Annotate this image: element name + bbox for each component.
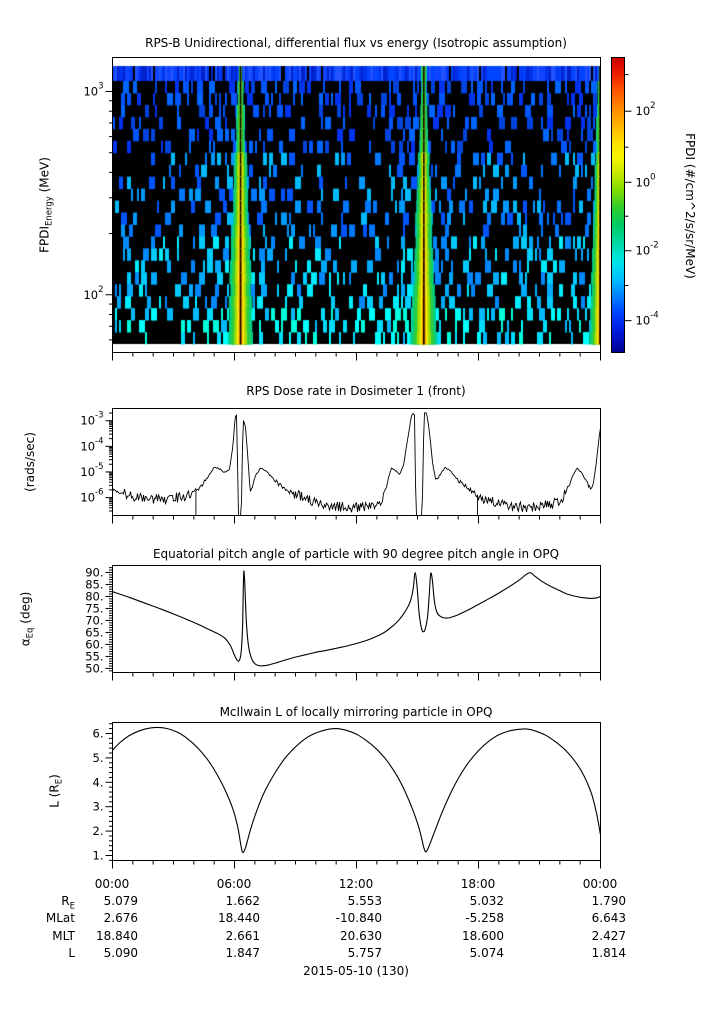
svg-text:85.: 85. xyxy=(85,577,103,591)
ephemeris-value: 5.032 xyxy=(469,894,504,908)
svg-text:50.: 50. xyxy=(85,661,103,675)
svg-text:60.: 60. xyxy=(85,637,103,651)
time-label: 12:00 xyxy=(338,877,374,891)
time-axis-labels: 00:00 06:00 12:00 18:00 00:00 xyxy=(0,877,725,894)
ephemeris-row-mlt-label: MLT xyxy=(0,929,75,946)
ephemeris-value: 6.643 xyxy=(591,911,626,925)
re-label-main: R xyxy=(61,894,70,908)
ephemeris-value: 1.662 xyxy=(225,894,260,908)
l-ylabel-sub: E xyxy=(54,778,65,785)
ephemeris-value: 5.553 xyxy=(347,894,382,908)
ephemeris-row-mlt: MLT 18.840 2.661 20.630 18.600 2.427 xyxy=(0,929,725,946)
ephemeris-row-mlat-label: MLat xyxy=(0,911,75,928)
ephemeris-value: 1.790 xyxy=(591,894,626,908)
svg-text:100: 100 xyxy=(636,172,656,189)
svg-text:10-4: 10-4 xyxy=(80,436,103,453)
svg-text:10-5: 10-5 xyxy=(80,462,103,479)
svg-text:10-2: 10-2 xyxy=(636,241,659,258)
time-label: 06:00 xyxy=(216,877,252,891)
svg-text:5.: 5. xyxy=(93,751,104,765)
time-label: 00:00 xyxy=(582,877,618,891)
svg-text:10-3: 10-3 xyxy=(80,411,103,428)
ephemeris-value: -10.840 xyxy=(335,911,382,925)
spectrogram-ylabel-sub: Energy xyxy=(44,196,55,226)
ephemeris-row-l-label: L xyxy=(0,946,75,963)
spectrogram-ylabel-post: (MeV) xyxy=(37,157,52,197)
pitch-ylabel-post: (deg) xyxy=(18,591,33,628)
pitch-ylabel: αEq (deg) xyxy=(18,592,35,647)
svg-text:3.: 3. xyxy=(93,800,104,814)
l-title: McIlwain L of locally mirroring particle… xyxy=(219,705,493,719)
ephemeris-value: 5.079 xyxy=(103,894,138,908)
svg-text:4.: 4. xyxy=(93,775,104,789)
ephemeris-value: 2.661 xyxy=(225,929,260,943)
re-label-sub: E xyxy=(69,901,75,912)
l-ylabel-post: ) xyxy=(47,774,62,779)
spectrogram-ylabel-pre: FPDI xyxy=(37,225,52,253)
l-label-main: L xyxy=(68,946,75,960)
svg-text:102: 102 xyxy=(636,101,656,118)
svg-text:2.: 2. xyxy=(93,824,104,838)
svg-text:70.: 70. xyxy=(85,613,103,627)
pitch-title: Equatorial pitch angle of particle with … xyxy=(152,547,560,561)
ephemeris-value: 20.630 xyxy=(340,929,382,943)
l-ylabel: L (RE) xyxy=(47,774,64,808)
ephemeris-row-re: RE 5.079 1.662 5.553 5.032 1.790 xyxy=(0,894,725,911)
date-label: 2015-05-10 (130) xyxy=(303,964,409,978)
spectrogram-title: RPS-B Unidirectional, differential flux … xyxy=(145,36,567,50)
svg-text:103: 103 xyxy=(83,82,103,99)
ephemeris-value: -5.258 xyxy=(465,911,504,925)
svg-text:65.: 65. xyxy=(85,625,103,639)
pitch-axes: 90.85.80.75.70.65.60.55.50. xyxy=(85,565,601,681)
mlat-label-main: MLat xyxy=(45,911,75,925)
dose-ylabel: (rads/sec) xyxy=(23,432,37,492)
pitch-ylabel-sub: Eq xyxy=(25,627,36,639)
ephemeris-row-l: L 5.090 1.847 5.757 5.074 1.814 xyxy=(0,946,725,963)
l-ylabel-pre: L (R xyxy=(47,784,62,808)
svg-text:6.: 6. xyxy=(93,726,104,740)
dose-title: RPS Dose rate in Dosimeter 1 (front) xyxy=(246,384,466,398)
svg-text:90.: 90. xyxy=(85,565,103,579)
svg-text:102: 102 xyxy=(83,285,103,302)
dose-curve xyxy=(112,412,601,516)
dose-axes: 10-3 10-4 10-5 10-6 xyxy=(80,408,601,524)
ephemeris-value: 18.840 xyxy=(96,929,138,943)
ephemeris-value: 5.090 xyxy=(103,946,138,960)
ephemeris-value: 2.676 xyxy=(103,911,138,925)
pitch-curve xyxy=(112,570,601,667)
spectrogram-image xyxy=(113,58,600,352)
ephemeris-value: 18.440 xyxy=(218,911,260,925)
ephemeris-value: 5.757 xyxy=(347,946,382,960)
pitch-ylabel-pre: α xyxy=(18,638,33,647)
ephemeris-row-mlat: MLat 2.676 18.440 -10.840 -5.258 6.643 xyxy=(0,911,725,928)
ephemeris-value: 2.427 xyxy=(591,929,626,943)
ephemeris-value: 5.074 xyxy=(469,946,504,960)
svg-text:55.: 55. xyxy=(85,649,103,663)
colorbar-label: FPDI (#/cm^2/s/sr/MeV) xyxy=(683,133,697,279)
svg-text:1.: 1. xyxy=(93,848,104,862)
time-label: 00:00 xyxy=(94,877,130,891)
colorbar-axis: 102 100 10-2 10-4 xyxy=(611,57,659,353)
ephemeris-value: 1.847 xyxy=(225,946,260,960)
colorbar-gradient xyxy=(612,58,625,352)
l-curve xyxy=(112,726,602,854)
spectrogram-ylabel: FPDIEnergy (MeV) xyxy=(37,157,54,253)
svg-text:10-4: 10-4 xyxy=(636,311,659,328)
mlt-label-main: MLT xyxy=(52,929,75,943)
svg-text:80.: 80. xyxy=(85,589,103,603)
ephemeris-value: 18.600 xyxy=(462,929,504,943)
l-axes: 6. 5. 4. 3. 2. 1. xyxy=(93,722,601,869)
ephemeris-row-re-label: RE xyxy=(0,894,75,911)
spectrogram-axes: 103 102 xyxy=(83,57,601,361)
svg-text:10-6: 10-6 xyxy=(80,488,103,505)
time-label: 18:00 xyxy=(460,877,496,891)
svg-text:75.: 75. xyxy=(85,601,103,615)
ephemeris-value: 1.814 xyxy=(591,946,626,960)
